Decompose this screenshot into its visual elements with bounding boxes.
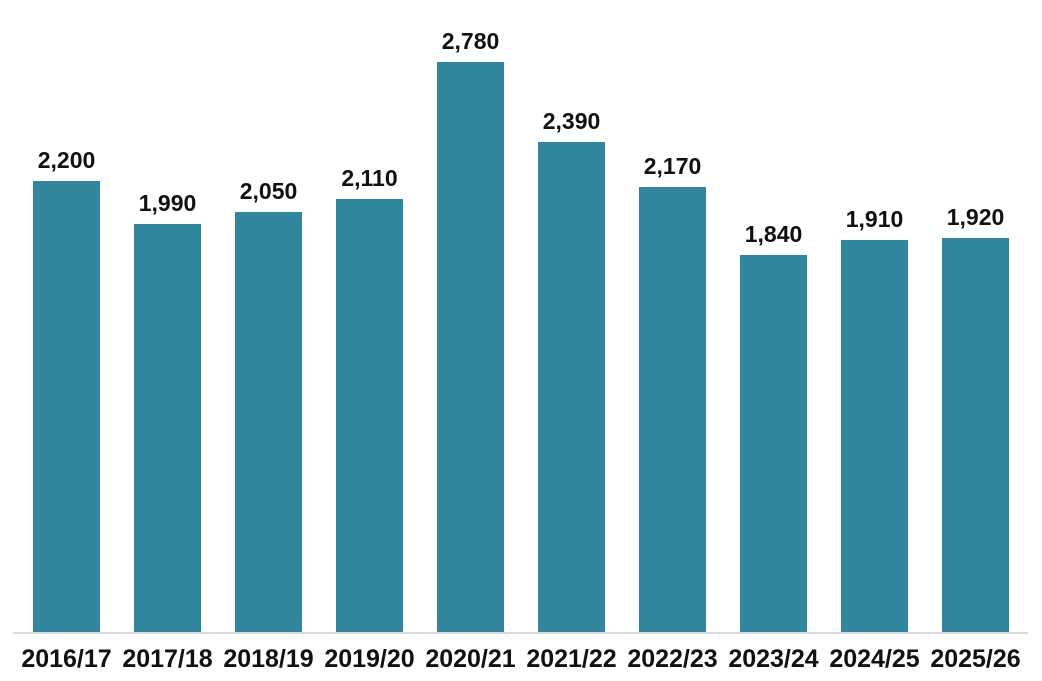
bar xyxy=(134,224,201,632)
bar xyxy=(942,238,1009,632)
bar-cell: 1,910 xyxy=(824,208,925,632)
bar-value-label: 1,840 xyxy=(744,221,803,247)
bar-cell: 2,780 xyxy=(420,30,521,632)
bar-cell: 2,390 xyxy=(521,110,622,632)
bar-cell: 2,200 xyxy=(16,149,117,632)
bar-cell: 2,050 xyxy=(218,180,319,632)
bar xyxy=(841,240,908,632)
x-axis-tick-label: 2016/17 xyxy=(21,645,112,673)
plot-area: 2,200 1,990 2,050 2,110 2,780 2,390 2,170 1,840… xyxy=(16,30,1026,632)
x-axis-tick-label: 2025/26 xyxy=(930,645,1021,673)
bar xyxy=(235,212,302,632)
bar-value-label: 1,910 xyxy=(845,206,904,232)
bar-cell: 1,840 xyxy=(723,223,824,632)
bar-cell: 1,990 xyxy=(117,192,218,632)
bar xyxy=(639,187,706,632)
bar-cell: 1,920 xyxy=(925,206,1026,632)
x-axis-tick-label: 2018/19 xyxy=(223,645,314,673)
bar-value-label: 1,990 xyxy=(138,190,197,216)
bar-value-label: 2,390 xyxy=(542,108,601,134)
x-axis-line xyxy=(13,632,1028,634)
x-axis-tick-label: 2022/23 xyxy=(627,645,718,673)
x-axis-tick-label: 2023/24 xyxy=(728,645,819,673)
bar xyxy=(740,255,807,632)
x-axis-labels: 2016/17 2017/18 2018/19 2019/20 2020/21 2021/… xyxy=(0,644,1042,674)
bar xyxy=(538,142,605,632)
bar-value-label: 2,110 xyxy=(341,165,398,191)
x-axis-tick-label: 2020/21 xyxy=(425,645,516,673)
x-axis-tick-label: 2017/18 xyxy=(122,645,213,673)
x-axis-tick-label: 2021/22 xyxy=(526,645,617,673)
bar-value-label: 1,920 xyxy=(946,204,1005,230)
x-axis-tick-label: 2024/25 xyxy=(829,645,920,673)
bar-value-label: 2,170 xyxy=(643,153,702,179)
bar xyxy=(437,62,504,632)
bar-cell: 2,110 xyxy=(319,167,420,632)
bar-value-label: 2,200 xyxy=(37,147,96,173)
bar xyxy=(336,199,403,632)
bar-value-label: 2,780 xyxy=(441,28,500,54)
bar xyxy=(33,181,100,632)
bar-value-label: 2,050 xyxy=(239,178,298,204)
bar-cell: 2,170 xyxy=(622,155,723,632)
x-axis-tick-label: 2019/20 xyxy=(324,645,415,673)
